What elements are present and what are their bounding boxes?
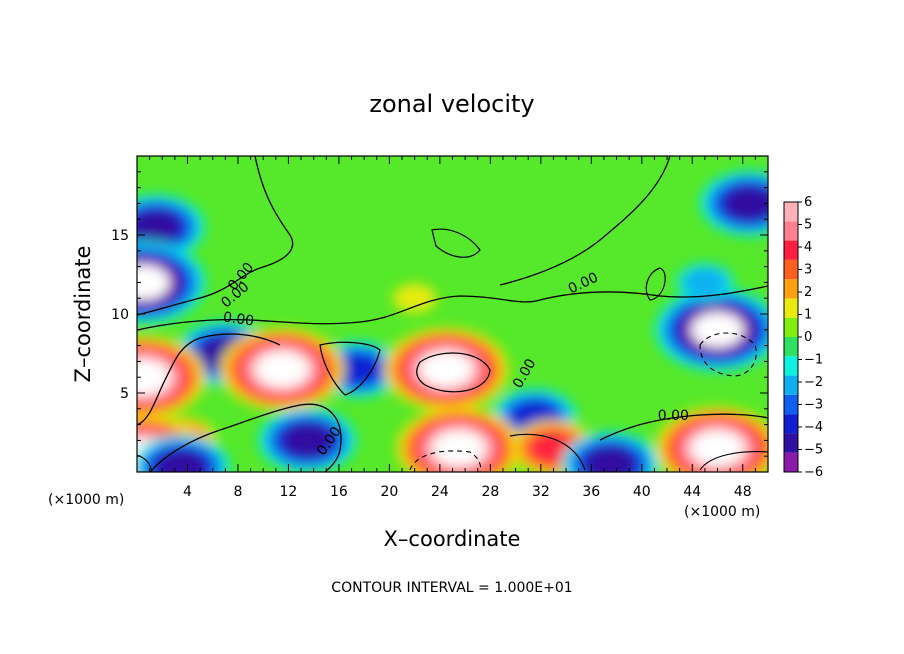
field-feature — [655, 406, 768, 472]
colorbar-tick-label: 2 — [804, 285, 812, 300]
x-axis-ticks: 4 8 12 16 20 24 28 32 36 40 44 48 — [149, 156, 756, 500]
contour-line — [509, 433, 586, 471]
colorbar-segment — [784, 298, 798, 318]
x-unit-label: (×1000 m) — [48, 492, 124, 508]
field-level — [282, 423, 333, 457]
x-tick-label: 12 — [280, 484, 298, 500]
field-feature — [383, 327, 509, 411]
contour-line — [645, 267, 666, 301]
colorbar-segment — [784, 433, 798, 453]
field-level — [682, 267, 728, 298]
x-tick-label: 24 — [431, 484, 449, 500]
colorbar-segment — [784, 317, 798, 337]
colorbar-tick-label: −3 — [804, 398, 823, 413]
field-level — [255, 351, 309, 387]
field-feature — [700, 170, 768, 236]
contour-line — [416, 352, 491, 393]
field-level — [156, 450, 206, 472]
contour-interval-label: CONTOUR INTERVAL = 1.000E+01 — [331, 580, 572, 596]
field-feature — [219, 327, 345, 411]
colorbar-tick-label: 5 — [804, 218, 812, 233]
field-feature — [396, 406, 522, 472]
field-level — [137, 210, 181, 244]
colorbar-segment — [784, 337, 798, 357]
contour-line — [319, 341, 381, 396]
colorbar-segment — [784, 221, 798, 241]
colorbar-tick-label: 0 — [804, 330, 812, 345]
field-level — [585, 447, 635, 472]
y-tick-label: 15 — [111, 228, 129, 244]
contour-line-negative — [409, 450, 482, 472]
field-feature — [137, 335, 206, 419]
x-unit-label-right: (×1000 m) — [684, 504, 760, 520]
x-tick-label: 16 — [330, 484, 348, 500]
y-axis-ticks: 5 10 15 — [111, 171, 768, 457]
colorbar-tick-label: 4 — [804, 240, 812, 255]
field-level — [392, 283, 437, 313]
field-feature — [655, 288, 768, 372]
colorbar-segment — [784, 240, 798, 260]
colorbar-tick-label: −6 — [804, 465, 823, 480]
plot-area — [136, 155, 769, 473]
colorbar-segment — [784, 279, 798, 299]
field-feature — [392, 283, 437, 313]
field-level — [691, 312, 744, 348]
x-tick-label: 20 — [380, 484, 398, 500]
colorbar-segment — [784, 452, 798, 472]
y-tick-label: 5 — [120, 386, 129, 402]
colorbar-tick-label: −2 — [804, 375, 823, 390]
colorbar-tick-label: 6 — [804, 195, 812, 210]
colorbar-tick-label: 3 — [804, 263, 812, 278]
field-feature — [137, 434, 230, 472]
contour-line — [137, 333, 281, 426]
x-tick-label: 44 — [683, 484, 701, 500]
zero-contours — [137, 156, 768, 472]
x-tick-label: 40 — [633, 484, 651, 500]
field-level — [137, 264, 170, 300]
x-tick-label: 28 — [481, 484, 499, 500]
x-tick-label: 32 — [532, 484, 550, 500]
velocity-field — [137, 170, 768, 472]
contour-line — [137, 156, 294, 316]
y-tick-label: 10 — [111, 307, 129, 323]
contour-line-negative — [699, 332, 757, 377]
field-level — [691, 430, 744, 466]
colorbar: 6 5 4 3 2 1 0 −1 −2 −3 −4 −5 −6 — [783, 195, 823, 480]
contour-line — [599, 413, 768, 441]
field-feature — [137, 240, 206, 324]
field-level — [419, 351, 473, 387]
x-tick-label: 4 — [183, 484, 192, 500]
colorbar-segment — [784, 375, 798, 395]
field-feature — [258, 407, 357, 472]
contour-line — [499, 156, 671, 286]
colorbar-segment — [784, 394, 798, 415]
colorbar-tick-label: −1 — [804, 353, 823, 368]
colorbar-tick-label: −5 — [804, 443, 823, 458]
field-feature — [676, 263, 734, 302]
colorbar-tick-label: 1 — [804, 308, 812, 323]
contour-line — [699, 451, 768, 471]
colorbar-segment — [784, 414, 798, 434]
contour-label: 0.00 — [222, 309, 255, 329]
y-axis-label: Z–coordinate — [71, 246, 95, 383]
field-level — [137, 359, 170, 395]
contour-line — [149, 403, 342, 472]
colorbar-segment — [784, 202, 798, 222]
x-tick-label: 36 — [582, 484, 600, 500]
chart-title: zonal velocity — [369, 90, 534, 118]
field-level — [724, 186, 768, 220]
contour-line — [137, 285, 768, 331]
colorbar-segment — [784, 356, 798, 376]
field-level — [432, 430, 486, 466]
field-feature — [561, 431, 659, 472]
field-level — [333, 353, 382, 386]
x-axis-label: X–coordinate — [384, 527, 521, 551]
colorbar-tick-label: −4 — [804, 420, 823, 435]
colorbar-segment — [784, 259, 798, 280]
x-tick-label: 48 — [734, 484, 752, 500]
contour-label: 0.00 — [658, 408, 689, 424]
contour-line — [431, 228, 481, 258]
x-tick-label: 8 — [233, 484, 242, 500]
